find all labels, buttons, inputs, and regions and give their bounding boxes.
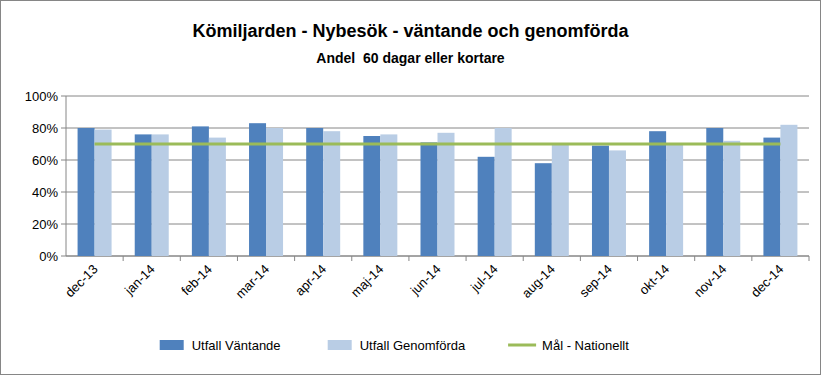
legend-label: Utfall Genomförda: [360, 338, 466, 353]
x-tick: [637, 256, 638, 261]
x-tick-label: dec-14: [748, 262, 787, 301]
y-tick: [61, 224, 66, 225]
bar: [380, 134, 397, 256]
y-tick: [61, 256, 66, 257]
x-tick: [180, 256, 181, 261]
bar: [192, 126, 209, 256]
y-tick: [61, 128, 66, 129]
bar: [135, 134, 152, 256]
x-tick: [809, 256, 810, 261]
grid-line: [66, 128, 809, 129]
x-tick: [237, 256, 238, 261]
bar: [266, 128, 283, 256]
x-tick-label: mar-14: [232, 262, 272, 302]
chart-frame: [1, 1, 821, 375]
bar: [666, 144, 683, 256]
bar: [306, 128, 323, 256]
x-tick-label: okt-14: [636, 262, 672, 298]
bar: [323, 131, 340, 256]
subtitle: Andel 60 dagar eller kortare: [316, 50, 505, 66]
x-tick: [751, 256, 752, 261]
x-tick: [351, 256, 352, 261]
legend-swatch: [328, 340, 352, 350]
bar: [723, 141, 740, 256]
x-tick: [408, 256, 409, 261]
x-tick: [123, 256, 124, 261]
line: [95, 143, 781, 146]
y-tick-label: 0%: [39, 249, 58, 264]
bar: [363, 136, 380, 256]
legend: Utfall Väntande Utfall Genomförda Mål - Na…: [160, 338, 629, 353]
bar: [495, 128, 512, 256]
y-tick-label: 60%: [32, 153, 58, 168]
y-tick: [61, 192, 66, 193]
bar: [649, 131, 666, 256]
bar: [478, 157, 495, 256]
bar: [152, 134, 169, 256]
legend-swatch: [160, 340, 184, 350]
x-tick-label: maj-14: [348, 262, 387, 301]
x-tick: [694, 256, 695, 261]
x-tick-label: nov-14: [691, 262, 730, 301]
y-tick: [61, 96, 66, 97]
x-tick: [580, 256, 581, 261]
bar: [763, 138, 780, 256]
bar: [706, 128, 723, 256]
bar: [535, 163, 552, 256]
bar: [592, 146, 609, 256]
chart: Kömiljarden - Nybesök - väntande och gen…: [0, 0, 821, 375]
y-tick-label: 80%: [32, 121, 58, 136]
grid-line: [66, 96, 809, 97]
x-tick-label: jan-14: [121, 262, 158, 299]
bar: [780, 125, 797, 256]
x-tick: [523, 256, 524, 261]
x-tick-label: apr-14: [292, 262, 329, 299]
bar: [421, 142, 438, 256]
y-tick-label: 40%: [32, 185, 58, 200]
legend-label: Utfall Väntande: [192, 338, 281, 353]
bar: [609, 150, 626, 256]
plot-marks: [78, 123, 798, 256]
x-tick-label: dec-13: [62, 262, 101, 301]
y-axis: [66, 96, 67, 256]
x-tick-label: jul-14: [467, 262, 501, 296]
x-tick-label: feb-14: [178, 262, 215, 299]
bar: [438, 133, 455, 256]
x-tick: [466, 256, 467, 261]
y-tick-label: 100%: [25, 89, 59, 104]
y-tick-label: 20%: [32, 217, 58, 232]
bar: [95, 130, 112, 256]
bar: [552, 144, 569, 256]
legend-swatch: [508, 344, 536, 347]
x-tick-label: jun-14: [407, 262, 444, 299]
title: Kömiljarden - Nybesök - väntande och gen…: [192, 21, 629, 41]
x-tick-label: aug-14: [519, 262, 558, 301]
bar: [209, 138, 226, 256]
y-tick: [61, 160, 66, 161]
x-tick: [294, 256, 295, 261]
bar: [78, 128, 95, 256]
legend-label: Mål - Nationellt: [542, 338, 629, 353]
x-tick-label: sep-14: [576, 262, 615, 301]
